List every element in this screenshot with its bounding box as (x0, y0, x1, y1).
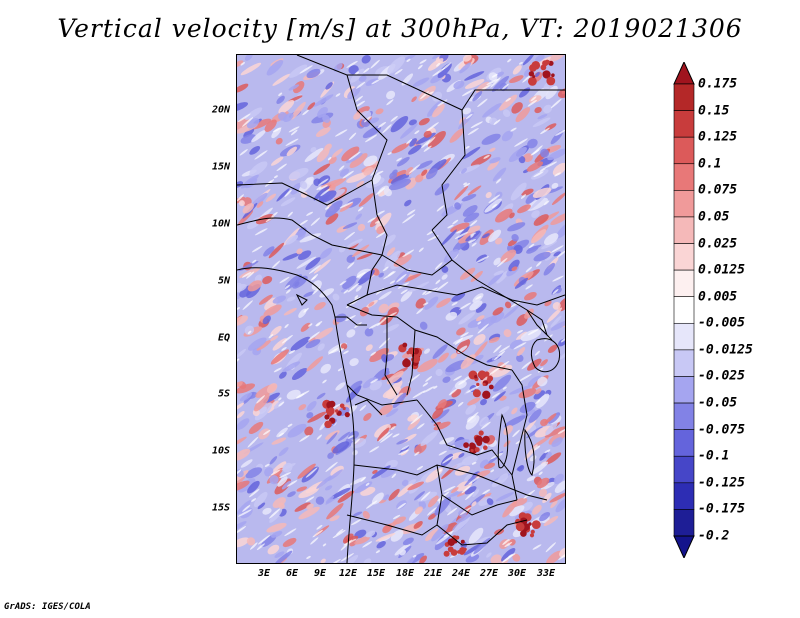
colorbar-level-label: 0.15 (698, 103, 730, 119)
colorbar-cell (673, 243, 695, 271)
colorbar-cell (673, 429, 695, 457)
colorbar-level-label: 0.125 (698, 129, 738, 145)
lat-label: 10S (211, 445, 230, 457)
colorbar-level-label: -0.05 (698, 395, 738, 411)
lat-label: 10N (211, 218, 230, 230)
colorbar-cell (673, 269, 695, 298)
colorbar-level-label: -0.0125 (698, 342, 753, 358)
lat-label: 5N (217, 275, 230, 287)
colorbar-cell (673, 190, 695, 218)
lat-label: EQ (217, 332, 230, 344)
colorbar-cell (673, 83, 695, 111)
colorbar-cell (673, 296, 695, 324)
colorbar-cell (673, 376, 695, 404)
grads-credit: GrADS: IGES/COLA (4, 602, 91, 612)
colorbar-level-label: -0.075 (698, 422, 745, 438)
colorbar-level-label: -0.1 (698, 448, 730, 464)
vertical-velocity-field (237, 55, 565, 563)
colorbar-level-label: 0.025 (698, 236, 738, 252)
colorbar-level-label: 0.0125 (698, 262, 745, 278)
lon-label: 30E (507, 568, 527, 579)
colorbar-cell (673, 535, 695, 558)
lat-label: 20N (211, 104, 230, 116)
colorbar-cell (673, 509, 695, 537)
colorbar-cell (673, 163, 695, 191)
lon-label: 12E (338, 568, 358, 579)
colorbar-cell (673, 110, 695, 138)
map-panel (236, 54, 566, 564)
colorbar-cell (673, 322, 695, 351)
colorbar-cell (673, 216, 695, 244)
colorbar-cell (673, 349, 695, 377)
lon-label: 3E (257, 568, 271, 579)
lon-label: 18E (395, 568, 415, 579)
lon-label: 15E (366, 568, 386, 579)
country-borders (237, 55, 565, 563)
lon-label: 24E (451, 568, 471, 579)
velocity-shading (237, 55, 565, 563)
colorbar-level-label: 0.175 (698, 76, 738, 92)
lat-label: 5S (217, 388, 230, 400)
colorbar-cell (673, 455, 695, 484)
colorbar-cell (673, 482, 695, 510)
colorbar-level-label: 0.05 (698, 209, 730, 225)
map-title: Vertical velocity [m/s] at 300hPa, VT: 2… (57, 14, 743, 43)
lon-label: 33E (536, 568, 556, 579)
colorbar-cell (673, 62, 695, 85)
colorbar-level-label: 0.005 (698, 289, 738, 305)
colorbar-level-label: -0.005 (698, 315, 745, 331)
colorbar-cell (673, 402, 695, 430)
colorbar-level-label: -0.125 (698, 475, 745, 491)
colorbar-level-label: -0.2 (698, 528, 730, 544)
lon-label: 27E (479, 568, 499, 579)
lon-label: 9E (313, 568, 327, 579)
lat-label: 15N (211, 161, 230, 173)
colorbar (673, 62, 695, 558)
colorbar-level-label: -0.175 (698, 501, 745, 517)
lon-label: 21E (423, 568, 443, 579)
lat-label: 15S (211, 502, 230, 514)
colorbar-cell (673, 136, 695, 165)
colorbar-level-label: 0.1 (698, 156, 722, 172)
colorbar-level-label: -0.025 (698, 368, 745, 384)
colorbar-level-label: 0.075 (698, 182, 738, 198)
lon-label: 6E (285, 568, 299, 579)
